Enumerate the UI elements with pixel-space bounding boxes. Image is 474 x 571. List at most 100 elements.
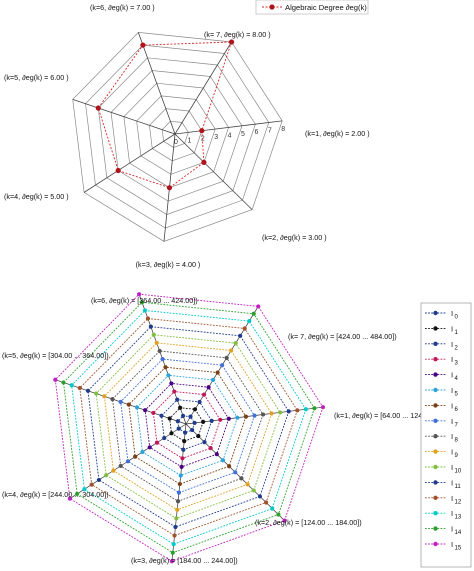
data-point <box>126 402 131 407</box>
legend-box <box>420 302 472 568</box>
data-point <box>137 292 142 297</box>
data-point <box>247 319 252 324</box>
data-point <box>175 499 181 504</box>
legend-marker <box>433 495 438 500</box>
axis-spoke <box>174 133 253 210</box>
data-point <box>196 433 201 439</box>
data-point <box>242 326 247 331</box>
data-point <box>163 365 168 370</box>
tick-label: 8 <box>281 126 285 133</box>
data-point <box>197 399 202 405</box>
data-point <box>201 419 206 424</box>
data-point <box>218 417 223 422</box>
series-line <box>54 293 324 562</box>
legend-marker <box>433 541 438 547</box>
data-point <box>278 410 283 415</box>
series-line <box>152 391 221 459</box>
data-point <box>77 385 82 391</box>
data-point <box>209 418 214 423</box>
data-point <box>173 524 178 530</box>
axis-label: (k=6, ∂eg(k) = 7.00 ) <box>90 3 155 12</box>
data-point <box>102 394 107 399</box>
data-point <box>160 357 165 362</box>
axis-label: (k=5, ∂eg(k) = [304.00 ... 364.00]) <box>2 351 109 360</box>
data-point <box>159 413 164 418</box>
data-point <box>210 377 216 383</box>
legend-marker <box>433 480 438 485</box>
data-point <box>256 304 261 309</box>
data-point <box>180 413 186 418</box>
data-point <box>192 420 197 426</box>
legend: I 0I 1I 2I 3I 4I 5I 6I 7I 8I 9I 10I 11I 12I 13I 14I 15 <box>420 302 472 568</box>
data-point <box>125 459 131 464</box>
grid-ring <box>123 82 229 189</box>
axis-spoke <box>83 133 176 193</box>
legend-subscript: 5 <box>455 392 459 398</box>
axis-spoke <box>137 32 176 135</box>
data-point <box>227 464 232 469</box>
legend-subscript: 0 <box>455 315 459 321</box>
legend-marker <box>433 372 438 377</box>
data-point <box>286 409 291 414</box>
series-line <box>136 374 238 476</box>
grid-ring <box>149 108 203 162</box>
data-point <box>224 355 229 360</box>
data-point <box>110 396 115 402</box>
data-point <box>69 383 74 388</box>
data-point <box>206 385 211 390</box>
grid-ring <box>85 44 270 229</box>
data-point <box>215 370 220 375</box>
tick-label: 3 <box>214 134 218 141</box>
data-point <box>75 491 80 497</box>
data-point <box>169 381 174 386</box>
data-point <box>178 473 183 478</box>
tick-label: 4 <box>228 132 232 139</box>
data-point <box>96 477 102 483</box>
axis-label: (k=3, ∂eg(k) = 4.00 ) <box>136 260 201 269</box>
data-point <box>214 452 219 457</box>
data-point <box>239 476 244 481</box>
legend-marker <box>433 403 438 408</box>
data-point <box>233 341 238 346</box>
grid-ring <box>97 57 256 215</box>
axis-spoke <box>72 98 176 135</box>
series-line <box>71 309 307 545</box>
data-point <box>174 516 179 521</box>
data-point <box>199 128 205 134</box>
series-line <box>161 399 213 451</box>
data-point <box>175 507 180 512</box>
legend-subscript: 11 <box>455 484 462 490</box>
tick-label: 6 <box>254 129 258 136</box>
legend-label: I <box>451 355 453 364</box>
data-point <box>157 348 162 354</box>
data-point <box>151 410 156 416</box>
series-line <box>62 301 315 554</box>
axis-spoke <box>174 120 283 135</box>
data-point <box>139 300 145 305</box>
axis-label: (k=2, ∂eg(k) = [124.00 ... 184.00]) <box>255 518 362 527</box>
data-point <box>82 487 87 492</box>
data-point <box>169 431 174 436</box>
data-point <box>118 399 123 404</box>
legend-subscript: 14 <box>455 530 462 536</box>
data-point <box>220 363 225 368</box>
radar-top-grid <box>72 32 283 242</box>
axis-label: (k= 7, ∂eg(k) = 8.00 ) <box>204 30 271 39</box>
data-point <box>178 405 183 410</box>
series-line <box>87 326 290 528</box>
legend-label: I <box>451 509 453 518</box>
data-point <box>269 411 274 416</box>
tick-label: 2 <box>201 136 205 143</box>
data-point <box>67 496 72 501</box>
data-point <box>172 533 177 538</box>
data-point <box>180 456 185 461</box>
tick-label: 7 <box>268 127 272 134</box>
data-point <box>243 414 249 419</box>
legend-label: I <box>451 386 453 395</box>
data-point <box>134 405 140 410</box>
data-point <box>85 388 91 393</box>
data-point <box>320 405 326 410</box>
data-point <box>94 391 99 396</box>
series-line <box>79 318 298 537</box>
